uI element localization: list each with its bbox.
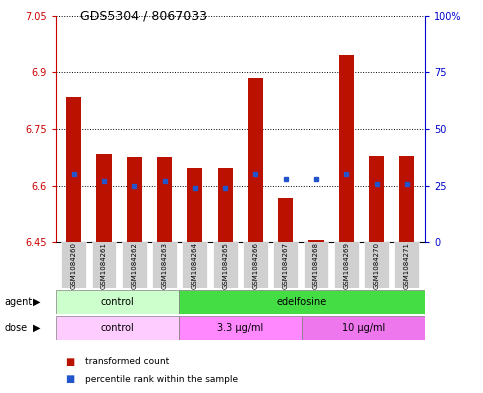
- Bar: [278, 198, 293, 242]
- Text: GSM1084261: GSM1084261: [101, 242, 107, 288]
- Text: control: control: [100, 323, 134, 333]
- Bar: [399, 156, 414, 242]
- Text: GSM1084262: GSM1084262: [131, 242, 137, 288]
- Bar: [243, 242, 268, 288]
- Bar: [304, 242, 328, 288]
- Bar: [61, 242, 86, 288]
- Text: edelfosine: edelfosine: [277, 297, 327, 307]
- Bar: [97, 154, 112, 242]
- Bar: [309, 240, 324, 242]
- Bar: [122, 242, 147, 288]
- Text: GSM1084269: GSM1084269: [343, 242, 349, 288]
- Text: 3.3 μg/ml: 3.3 μg/ml: [217, 323, 263, 333]
- Text: GSM1084266: GSM1084266: [253, 242, 258, 288]
- Bar: [179, 290, 425, 314]
- Text: GSM1084271: GSM1084271: [404, 242, 410, 288]
- Text: ■: ■: [65, 356, 74, 367]
- Text: agent: agent: [5, 297, 33, 307]
- Bar: [217, 168, 233, 242]
- Text: GSM1084264: GSM1084264: [192, 242, 198, 288]
- Bar: [56, 290, 179, 314]
- Bar: [334, 242, 359, 288]
- Bar: [127, 158, 142, 242]
- Text: ■: ■: [65, 374, 74, 384]
- Text: percentile rank within the sample: percentile rank within the sample: [85, 375, 238, 384]
- Text: GSM1084263: GSM1084263: [162, 242, 168, 288]
- Bar: [395, 242, 419, 288]
- Bar: [364, 242, 389, 288]
- Bar: [369, 156, 384, 242]
- Bar: [302, 316, 425, 340]
- Bar: [187, 168, 202, 242]
- Text: ▶: ▶: [32, 297, 40, 307]
- Text: GSM1084265: GSM1084265: [222, 242, 228, 288]
- Bar: [213, 242, 238, 288]
- Bar: [92, 242, 116, 288]
- Bar: [152, 242, 177, 288]
- Text: ▶: ▶: [32, 323, 40, 333]
- Bar: [56, 316, 179, 340]
- Bar: [248, 78, 263, 242]
- Text: GSM1084260: GSM1084260: [71, 242, 77, 288]
- Text: control: control: [100, 297, 134, 307]
- Text: 10 μg/ml: 10 μg/ml: [342, 323, 385, 333]
- Bar: [339, 55, 354, 242]
- Text: transformed count: transformed count: [85, 357, 169, 366]
- Bar: [66, 97, 81, 242]
- Bar: [179, 316, 302, 340]
- Text: dose: dose: [5, 323, 28, 333]
- Text: GDS5304 / 8067033: GDS5304 / 8067033: [80, 10, 207, 23]
- Text: GSM1084268: GSM1084268: [313, 242, 319, 288]
- Text: GSM1084267: GSM1084267: [283, 242, 289, 288]
- Text: GSM1084270: GSM1084270: [373, 242, 380, 288]
- Bar: [273, 242, 298, 288]
- Bar: [183, 242, 207, 288]
- Bar: [157, 158, 172, 242]
